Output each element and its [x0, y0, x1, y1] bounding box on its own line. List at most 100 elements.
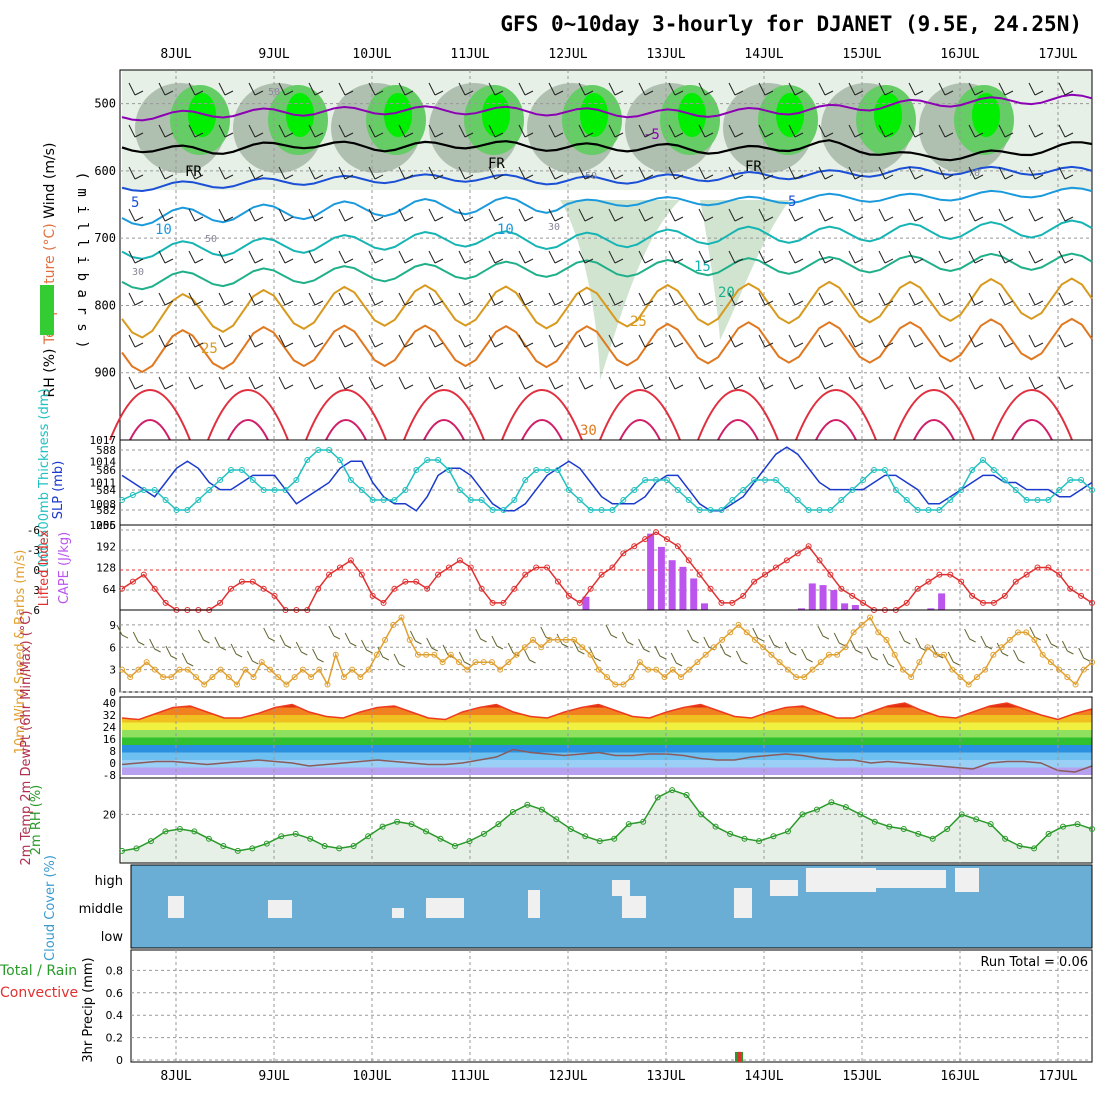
rh-line-point [437, 835, 444, 842]
isotherm-label: 30 [580, 423, 597, 439]
thickness-line-point [369, 497, 376, 503]
thickness-line-point [816, 507, 823, 513]
slp-line [121, 446, 1093, 512]
thickness-line-point [173, 507, 180, 513]
wind-barb [908, 82, 924, 96]
wind-barb-10m [540, 626, 553, 641]
wind-barb [428, 208, 444, 222]
wind-barb [398, 376, 414, 390]
lifted-index-line-point [990, 599, 997, 606]
lifted-index-line-point [129, 578, 136, 585]
x-tick-bottom: 13JUL [646, 1069, 685, 1084]
wind-barb [878, 334, 894, 348]
wind-barb [878, 124, 894, 138]
wind-barb [1028, 82, 1044, 96]
rh-line-point [973, 816, 980, 823]
wind-barb [278, 250, 294, 264]
isotherm-label: FR [488, 156, 505, 172]
rh-line-point [640, 818, 647, 825]
lifted-index-line-point [1056, 571, 1063, 578]
wind-barb [1028, 250, 1044, 264]
rh-line-point [828, 799, 835, 806]
wind-speed-line-point [160, 674, 167, 681]
wind-speed-line-point [612, 681, 619, 688]
wind-barb [188, 250, 204, 264]
wind-speed-line-point [751, 636, 758, 643]
thickness-line-point [129, 492, 136, 498]
wind-barb [488, 82, 504, 96]
thickness-line-point [249, 477, 256, 483]
wind-barb-10m [181, 652, 194, 667]
wind-barb [368, 334, 384, 348]
wind-speed-line-point [480, 659, 487, 666]
wind-barb [548, 334, 564, 348]
thickness-line-point [326, 447, 333, 453]
rh-line-point [929, 835, 936, 842]
thickness-line-point [238, 467, 245, 473]
thickness-line-point [925, 507, 932, 513]
wind-barb [338, 82, 354, 96]
lifted-index-line-point [1089, 599, 1095, 606]
wind-speed-line-point [168, 674, 175, 681]
wind-barb [668, 208, 684, 222]
rh-panel [119, 777, 1093, 864]
rh-line-point [394, 818, 401, 825]
lifted-index-line-point [849, 592, 856, 599]
cloud-block [955, 868, 979, 892]
thickness-line-point [184, 507, 191, 513]
rh-line-point [784, 828, 791, 835]
isotherm-label: 10 [155, 222, 172, 238]
lifted-index-line-point [860, 599, 867, 606]
wind-barb [308, 292, 324, 306]
x-tick-top: 11JUL [450, 47, 489, 62]
wind-barb [758, 250, 774, 264]
temp-band [122, 752, 1092, 760]
thickness-line-point [402, 487, 409, 493]
y-tick-label: 0.8 [106, 964, 124, 977]
lifted-index-line-point [249, 578, 256, 585]
wind-barb [128, 334, 144, 348]
x-tick-top: 15JUL [842, 47, 881, 62]
lifted-index-line-point [762, 571, 769, 578]
wind-speed-line-point [423, 651, 430, 658]
wind-barb [368, 166, 384, 180]
wind-barb [308, 124, 324, 138]
lifted-index-line-point [740, 592, 747, 599]
wind-barb-10m [1013, 649, 1025, 664]
rh-line-point [423, 828, 430, 835]
isotherm-35 [991, 389, 1073, 441]
wind-barb [878, 208, 894, 222]
temp-band [122, 707, 1092, 715]
wind-barb [548, 208, 564, 222]
wind-speed-line-point [571, 636, 578, 643]
wind-barb [638, 166, 654, 180]
rh-line-point [669, 787, 676, 794]
lifted-index-line-point [1078, 592, 1085, 599]
rh-line-point [509, 809, 516, 815]
thickness-line-point [435, 457, 442, 463]
lifted-index-line-point [467, 564, 474, 571]
wind-speed-line-point [554, 636, 561, 643]
wind-barb [248, 82, 264, 96]
thickness-line-point [620, 497, 627, 503]
cloud-block [268, 900, 292, 918]
cape-bar [657, 546, 665, 610]
thickness-line-point [980, 457, 987, 463]
isotherm-35 [697, 389, 779, 441]
lifted-index-line-point [1067, 585, 1074, 592]
wind-barb [1058, 334, 1074, 348]
cape-bar [830, 590, 838, 610]
wind-speed-line-point [957, 674, 964, 681]
wind-barb [1058, 82, 1074, 96]
wind-barb [338, 124, 354, 138]
rh-line-point [756, 838, 763, 845]
temp-band [122, 715, 1092, 723]
wind-barb-10m [850, 639, 862, 654]
isotherm-label: 30 [132, 267, 144, 278]
wind-barb [188, 292, 204, 306]
wind-barb [248, 208, 264, 222]
wind-barb-10m [605, 624, 618, 639]
wind-speed-line-point [1080, 666, 1087, 673]
wind-speed-line-point [702, 651, 709, 658]
wind-barb [758, 82, 774, 96]
